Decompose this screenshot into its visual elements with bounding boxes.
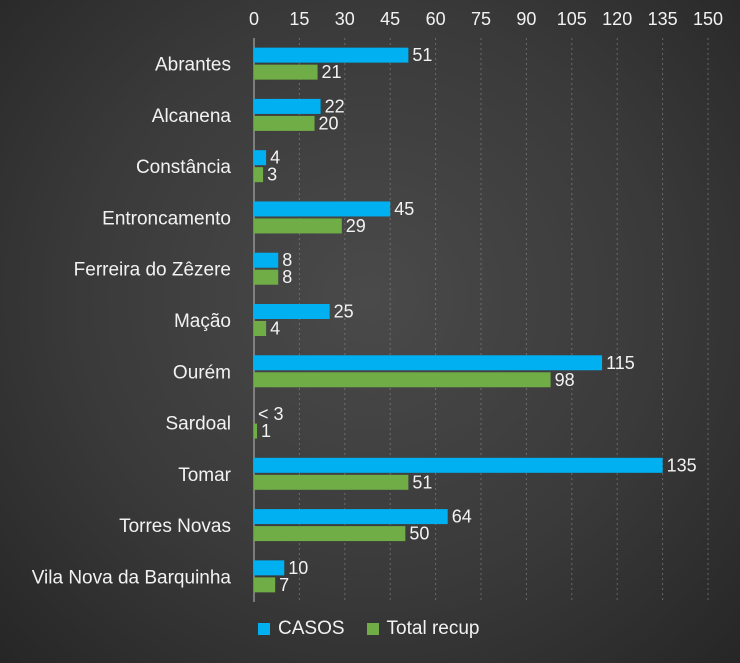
bar-casos [254,560,285,576]
data-label: 1 [261,421,271,441]
data-label: 115 [606,353,635,373]
x-tick-label: 105 [557,9,587,29]
category-label: Ourém [173,362,231,383]
category-label: Constância [136,157,231,178]
x-tick-label: 75 [471,9,491,29]
bar-total-recup [254,577,276,593]
data-label: 3 [267,165,277,185]
category-label: Alcanena [152,106,232,127]
category-label: Entroncamento [102,208,231,229]
category-labels: Abrantes Alcanena Constância Entroncamento F… [32,55,232,589]
bar-total-recup [254,64,318,80]
x-tick-label: 120 [602,9,632,29]
data-label: 8 [282,267,292,287]
category-label: Ferreira do Zêzere [74,260,231,281]
data-label: 10 [288,558,308,578]
data-label: 135 [667,455,697,475]
x-tick-label: 0 [249,9,259,29]
bar-casos [254,201,391,217]
category-label: Mação [174,311,231,332]
bar-total-recup [254,372,551,388]
bar-total-recup [254,321,267,336]
category-label: Torres Novas [119,516,231,537]
bar-casos [254,252,279,268]
x-tick-label: 60 [426,9,446,29]
bar-casos [254,355,603,371]
category-label: Sardoal [166,414,232,435]
x-tick-label: 45 [380,9,400,29]
data-label: 7 [279,575,289,595]
legend: CASOS Total recup [258,618,479,640]
category-label: Tomar [178,465,231,486]
data-label: < 3 [258,404,284,424]
bar-casos [254,150,267,166]
data-label: 4 [270,319,280,339]
bars [254,47,663,593]
bar-total-recup [254,526,406,542]
x-tick-label: 30 [335,9,355,29]
bar-casos [254,457,663,473]
data-label: 21 [322,62,342,82]
gridlines [253,38,709,602]
bar-total-recup [254,269,279,285]
bar-casos [254,304,330,319]
legend-swatch-total-recup [366,623,379,635]
bar-total-recup [254,115,315,131]
data-label: 50 [409,524,429,544]
x-axis-ticks: 0 15 30 45 60 75 90 105 120 135 150 [249,9,723,29]
legend-label-total-recup: Total recup [386,618,480,639]
bar-casos [254,98,321,114]
bar-total-recup [254,218,342,234]
x-tick-label: 135 [648,9,678,29]
x-tick-label: 150 [693,9,723,29]
bar-total-recup [254,167,264,183]
legend-label-casos: CASOS [278,618,345,639]
data-label: 4 [270,148,280,168]
data-label: 22 [325,96,345,116]
bar-total-recup [254,474,409,490]
data-label: 25 [334,302,354,322]
bar-casos [254,47,409,63]
data-label: 98 [555,370,575,390]
data-label: 45 [394,199,414,219]
legend-item-total-recup: Total recup [366,618,480,640]
data-label: 29 [346,216,366,236]
legend-item-casos: CASOS [258,618,345,640]
bar-casos [254,509,448,525]
data-label: 20 [319,113,339,133]
data-label: 8 [282,250,292,270]
data-label: 51 [412,45,432,65]
category-label: Abrantes [155,55,231,76]
x-tick-label: 15 [289,9,309,29]
category-label: Vila Nova da Barquinha [32,567,232,588]
data-label: 64 [452,507,472,527]
x-tick-label: 90 [516,9,536,29]
data-label: 51 [412,472,432,492]
legend-swatch-casos [258,623,270,635]
bar-total-recup [254,423,258,439]
